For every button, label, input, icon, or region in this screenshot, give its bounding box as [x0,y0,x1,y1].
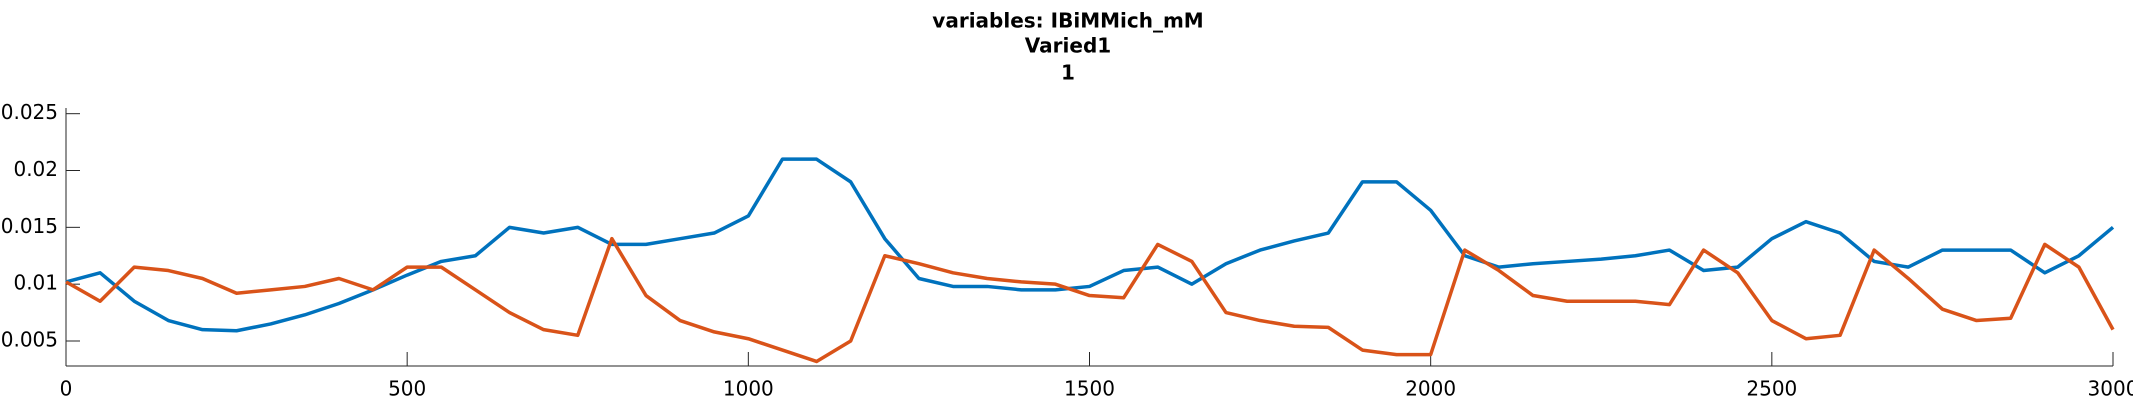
y-tick-label: 0.02 [13,157,58,181]
y-tick-label: 0.015 [1,214,58,238]
y-tick-label: 0.01 [13,271,58,295]
data-line [65,236,2115,364]
x-tick-label: 2000 [1405,377,1456,400]
data-line [65,157,2115,333]
chart-subtitle: Varied1 [1025,34,1111,58]
y-tick-label: 0.025 [1,100,58,124]
x-tick-label: 0 [60,377,73,400]
x-tick-label: 3000 [2088,377,2133,400]
x-tick-label: 2500 [1746,377,1797,400]
chart-title: variables: IBiMMich_mM [932,9,1203,33]
x-tick-label: 500 [388,377,426,400]
x-tick-label: 1500 [1064,377,1115,400]
chart-subtitle: 1 [1061,61,1075,85]
x-tick-label: 1000 [723,377,774,400]
y-tick-label: 0.005 [1,327,58,351]
